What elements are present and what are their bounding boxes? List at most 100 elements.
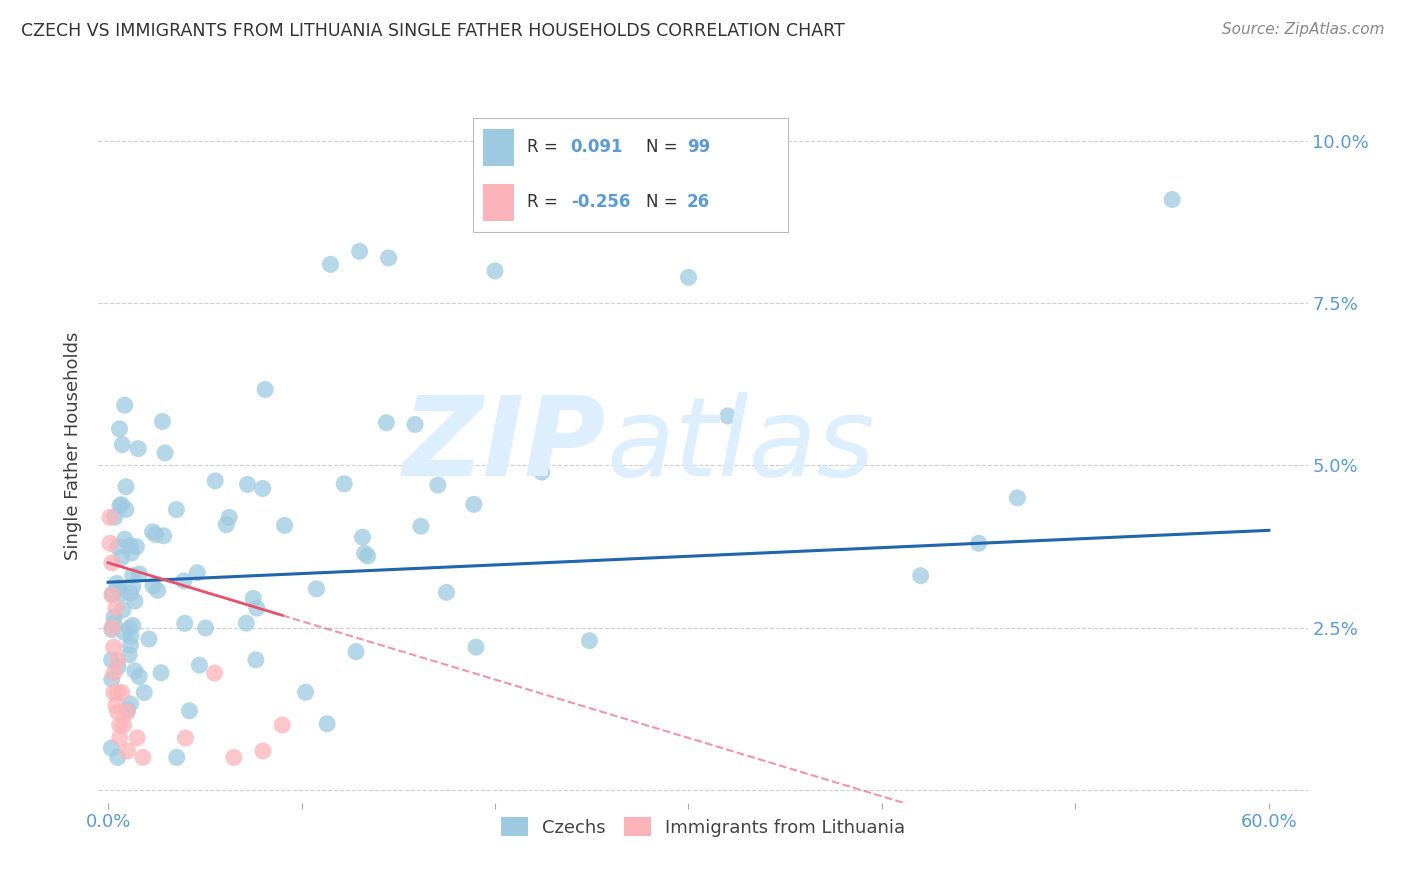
- Point: [484, 264, 506, 278]
- Point: [112, 625, 135, 640]
- Point: [121, 580, 143, 594]
- Point: [463, 497, 485, 511]
- Point: [353, 546, 375, 560]
- Point: [215, 517, 238, 532]
- Point: [111, 603, 134, 617]
- Point: [150, 665, 173, 680]
- Point: [173, 574, 195, 588]
- Point: [530, 465, 553, 479]
- Point: [146, 583, 169, 598]
- Point: [111, 437, 134, 451]
- Point: [218, 510, 240, 524]
- Text: atlas: atlas: [606, 392, 875, 500]
- Point: [142, 524, 165, 539]
- Point: [436, 585, 458, 599]
- Point: [352, 530, 374, 544]
- Point: [252, 482, 274, 496]
- Point: [101, 621, 124, 635]
- Point: [114, 532, 136, 546]
- Point: [112, 718, 135, 732]
- Point: [134, 685, 156, 699]
- Point: [120, 546, 142, 560]
- Point: [103, 610, 125, 624]
- Point: [118, 621, 141, 635]
- Point: [125, 540, 148, 554]
- Point: [316, 716, 339, 731]
- Point: [967, 536, 990, 550]
- Point: [186, 566, 208, 580]
- Point: [101, 556, 124, 570]
- Point: [111, 550, 134, 565]
- Point: [108, 731, 131, 745]
- Point: [117, 703, 139, 717]
- Point: [145, 527, 167, 541]
- Point: [110, 587, 132, 601]
- Point: [128, 670, 150, 684]
- Point: [204, 474, 226, 488]
- Point: [100, 673, 122, 687]
- Point: [107, 685, 129, 699]
- Point: [114, 398, 136, 412]
- Point: [128, 566, 150, 581]
- Point: [110, 498, 132, 512]
- Point: [246, 601, 269, 615]
- Point: [152, 529, 174, 543]
- Point: [245, 653, 267, 667]
- Point: [188, 658, 211, 673]
- Point: [104, 510, 127, 524]
- Point: [117, 705, 139, 719]
- Point: [678, 270, 700, 285]
- Point: [717, 409, 740, 423]
- Point: [120, 697, 142, 711]
- Point: [111, 685, 134, 699]
- Point: [107, 705, 129, 719]
- Point: [409, 519, 432, 533]
- Point: [578, 633, 600, 648]
- Point: [1161, 193, 1184, 207]
- Point: [115, 502, 138, 516]
- Text: Source: ZipAtlas.com: Source: ZipAtlas.com: [1222, 22, 1385, 37]
- Point: [98, 510, 121, 524]
- Point: [254, 383, 277, 397]
- Point: [222, 750, 245, 764]
- Y-axis label: Single Father Households: Single Father Households: [65, 332, 83, 560]
- Point: [100, 653, 122, 667]
- Point: [271, 718, 294, 732]
- Point: [120, 638, 142, 652]
- Point: [294, 685, 316, 699]
- Point: [166, 750, 188, 764]
- Point: [120, 539, 142, 553]
- Point: [103, 666, 125, 681]
- Point: [242, 591, 264, 606]
- Point: [127, 442, 149, 456]
- Point: [98, 536, 121, 550]
- Point: [103, 685, 125, 699]
- Point: [235, 616, 257, 631]
- Point: [124, 664, 146, 678]
- Point: [179, 704, 201, 718]
- Point: [305, 582, 328, 596]
- Point: [377, 251, 399, 265]
- Point: [115, 480, 138, 494]
- Point: [124, 594, 146, 608]
- Point: [101, 588, 124, 602]
- Point: [1007, 491, 1029, 505]
- Point: [465, 640, 488, 655]
- Point: [165, 502, 187, 516]
- Point: [108, 422, 131, 436]
- Point: [344, 644, 367, 658]
- Point: [404, 417, 426, 432]
- Point: [105, 576, 128, 591]
- Point: [333, 476, 356, 491]
- Point: [236, 477, 259, 491]
- Point: [118, 648, 141, 662]
- Point: [152, 415, 174, 429]
- Point: [153, 446, 176, 460]
- Point: [108, 718, 131, 732]
- Point: [138, 632, 160, 646]
- Point: [132, 750, 155, 764]
- Point: [127, 731, 149, 745]
- Point: [357, 549, 380, 563]
- Point: [174, 731, 197, 745]
- Point: [103, 616, 125, 631]
